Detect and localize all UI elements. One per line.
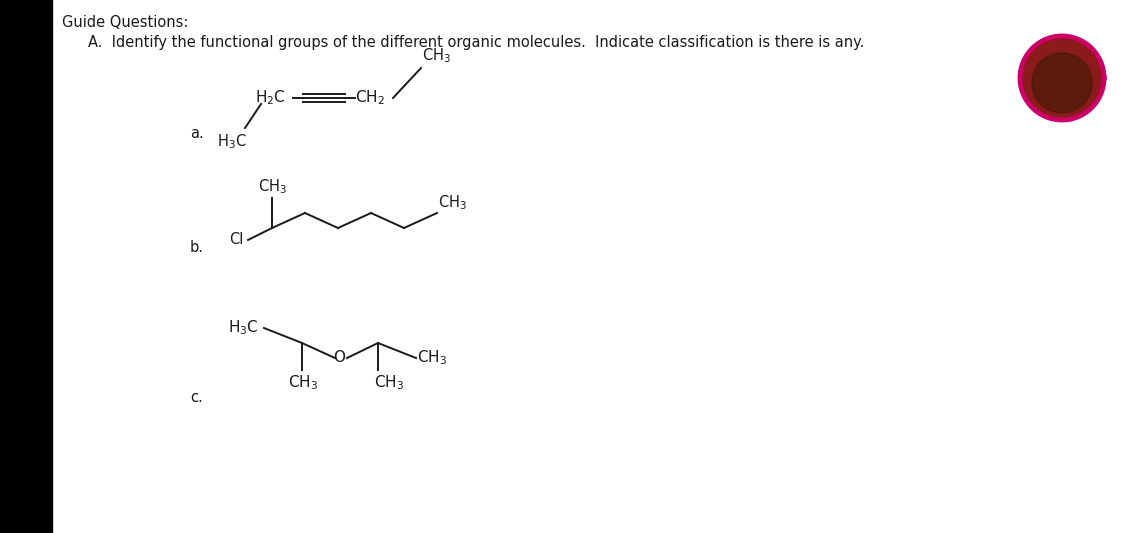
Text: $\mathsf{CH_2}$: $\mathsf{CH_2}$ <box>356 88 385 107</box>
Text: $\mathsf{H_2C}$: $\mathsf{H_2C}$ <box>255 88 286 107</box>
Text: $\mathsf{H_3C}$: $\mathsf{H_3C}$ <box>228 319 259 337</box>
Text: $\mathsf{CH_3}$: $\mathsf{CH_3}$ <box>438 193 467 212</box>
Text: A.  Identify the functional groups of the different organic molecules.  Indicate: A. Identify the functional groups of the… <box>88 35 864 50</box>
Text: b.: b. <box>190 240 204 255</box>
Text: $\mathsf{CH_3}$: $\mathsf{CH_3}$ <box>288 373 318 392</box>
Text: O: O <box>333 351 345 366</box>
Text: $\mathsf{H_3C}$: $\mathsf{H_3C}$ <box>217 132 246 151</box>
Bar <box>0 0 52 533</box>
Text: $\mathsf{CH_3}$: $\mathsf{CH_3}$ <box>374 373 404 392</box>
Polygon shape <box>1020 36 1104 120</box>
Polygon shape <box>1032 53 1092 113</box>
Text: $\mathsf{CH_3}$: $\mathsf{CH_3}$ <box>422 46 451 65</box>
Text: Cl: Cl <box>228 232 243 247</box>
Text: $\mathsf{CH_3}$: $\mathsf{CH_3}$ <box>258 177 287 196</box>
Text: Guide Questions:: Guide Questions: <box>62 15 188 30</box>
Text: a.: a. <box>190 125 204 141</box>
Text: $\mathsf{CH_3}$: $\mathsf{CH_3}$ <box>417 349 447 367</box>
Text: c.: c. <box>190 391 202 406</box>
